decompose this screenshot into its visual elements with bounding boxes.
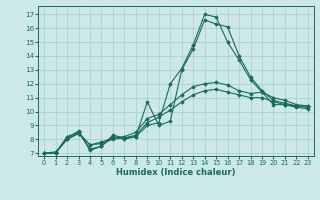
X-axis label: Humidex (Indice chaleur): Humidex (Indice chaleur)	[116, 168, 236, 177]
